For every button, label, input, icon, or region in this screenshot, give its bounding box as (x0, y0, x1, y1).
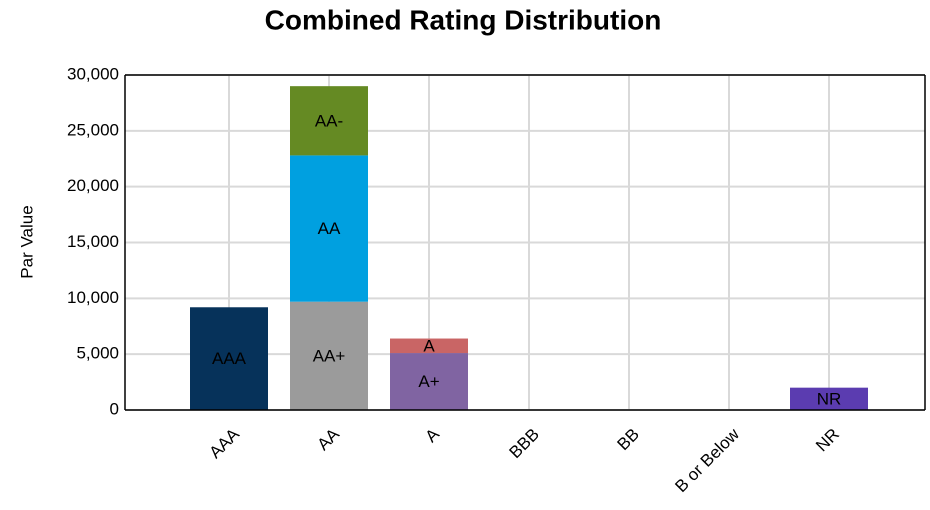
bar-segment (390, 338, 468, 354)
x-tick-label: NR (812, 425, 843, 456)
segment-label: AA (318, 219, 341, 238)
segment-label: AA- (315, 111, 343, 130)
segment-label: AAA (212, 349, 247, 368)
y-tick-label: 0 (110, 399, 119, 418)
y-tick-label: 20,000 (67, 176, 119, 195)
y-tick-label: 15,000 (67, 232, 119, 251)
bar-segment (190, 307, 268, 410)
y-axis-label: Par Value (17, 205, 36, 278)
x-tick-label: B or Below (671, 424, 743, 496)
chart-title: Combined Rating Distribution (265, 4, 662, 35)
x-tick-label: AA (314, 424, 344, 454)
x-tick-label: BBB (506, 425, 543, 462)
y-tick-label: 5,000 (76, 344, 119, 363)
segment-label: AA+ (313, 346, 346, 365)
bar-segment (290, 155, 368, 302)
x-tick-label: AAA (206, 424, 244, 462)
bar-segment (290, 86, 368, 156)
segment-label: A (423, 336, 435, 355)
bars: AAA AA+ AA AA- A+ A NR (190, 86, 868, 410)
y-tick-label: 10,000 (67, 288, 119, 307)
x-tick-label: A (422, 424, 444, 446)
bar-segment (290, 301, 368, 410)
bar-segment (390, 353, 468, 410)
segment-label: NR (817, 389, 842, 408)
y-tick-label: 30,000 (67, 64, 119, 83)
bar-segment (790, 387, 868, 410)
segment-label: A+ (418, 372, 439, 391)
x-tick-label: BB (614, 425, 643, 454)
y-tick-label: 25,000 (67, 120, 119, 139)
grid (125, 74, 925, 411)
